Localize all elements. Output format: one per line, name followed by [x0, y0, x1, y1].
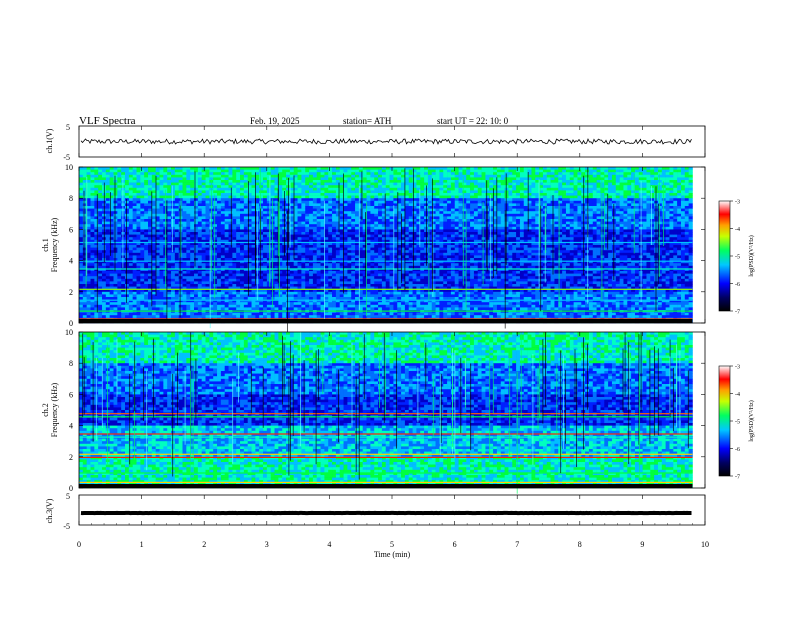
start-time-label: start UT = 22: 10: 0: [437, 116, 509, 126]
ch1-colorbar-tick--3: -3: [735, 200, 740, 206]
ch2-colorbar-tick--3: -3: [735, 365, 740, 371]
time-tick-10: 10: [701, 540, 709, 549]
ch1-spectrogram-ytick-10: 10: [65, 163, 73, 172]
time-tick-4: 4: [327, 540, 331, 549]
ch2-colorbar-tick--5: -5: [735, 420, 740, 426]
ch1-axis-label: ch.1(V): [45, 128, 54, 153]
ch1-colorbar-tick--7: -7: [735, 310, 740, 316]
ch1-colorbar-tick--5: -5: [735, 255, 740, 261]
time-tick-9: 9: [640, 540, 644, 549]
ch3-waveform-panel: 5 -5 ch.3(V): [45, 492, 705, 531]
ch1-spectrogram-ytick-8: 8: [69, 194, 73, 203]
ch2-colorbar-tick--4: -4: [735, 392, 740, 398]
ch1-waveform-trace: [81, 139, 692, 144]
ch3-axis-label: ch.3(V): [45, 498, 54, 523]
ch2-spectrogram-image: [79, 332, 693, 494]
time-tick-5: 5: [390, 540, 394, 549]
ch2-colorbar-tick--7: -7: [735, 475, 740, 481]
time-tick-0: 0: [77, 540, 81, 549]
ch2-colorbar-label: log(PSD)(V²/Hz): [748, 400, 755, 441]
ch2-spectrogram-ytick-6: 6: [69, 390, 73, 399]
ch2-colorbar-tick--6: -6: [735, 447, 740, 453]
ch1-ytick-top: 5: [66, 123, 70, 132]
ch1-ytick-bottom: -5: [63, 153, 70, 162]
ch2-spectrogram-ytick-10: 10: [65, 328, 73, 337]
time-tick-1: 1: [140, 540, 144, 549]
time-tick-8: 8: [578, 540, 582, 549]
ch2-spectrogram-ytick-2: 2: [69, 453, 73, 462]
ch2-colorbar: [719, 366, 730, 476]
ch1-colorbar: [719, 201, 730, 311]
ch3-ytick-top: 5: [66, 492, 70, 501]
ch2-frequency-label: Frequency (kHz): [50, 382, 59, 437]
ch1-spectrogram-ytick-4: 4: [69, 257, 73, 266]
time-tick-6: 6: [453, 540, 457, 549]
ch1-colorbar-label: log(PSD)(V²/Hz): [748, 235, 755, 276]
ch2-spectrogram-ytick-8: 8: [69, 359, 73, 368]
ch1-spectrogram-image: [79, 167, 693, 332]
ch1-frequency-label: Frequency (kHz): [50, 217, 59, 272]
time-tick-7: 7: [515, 540, 519, 549]
ch1-spectrogram-ytick-2: 2: [69, 288, 73, 297]
time-tick-3: 3: [265, 540, 269, 549]
ch2-channel-label: ch.2: [41, 403, 50, 417]
ch1-spectrogram-ytick-6: 6: [69, 225, 73, 234]
ch1-spectrogram-ytick-0: 0: [69, 319, 73, 328]
ch1-waveform-panel: 5 -5 ch.1(V): [45, 123, 705, 162]
ch1-channel-label: ch.1: [41, 238, 50, 252]
date-label: Feb. 19, 2025: [250, 116, 300, 126]
figure-title: VLF Spectra: [79, 115, 136, 127]
station-label: station= ATH: [343, 116, 392, 126]
time-axis-label: Time (min): [374, 550, 411, 559]
ch1-colorbar-tick--6: -6: [735, 282, 740, 288]
ch2-spectrogram-ytick-4: 4: [69, 422, 73, 431]
time-tick-2: 2: [202, 540, 206, 549]
ch1-colorbar-tick--4: -4: [735, 227, 740, 233]
ch3-ytick-bottom: -5: [63, 522, 70, 531]
